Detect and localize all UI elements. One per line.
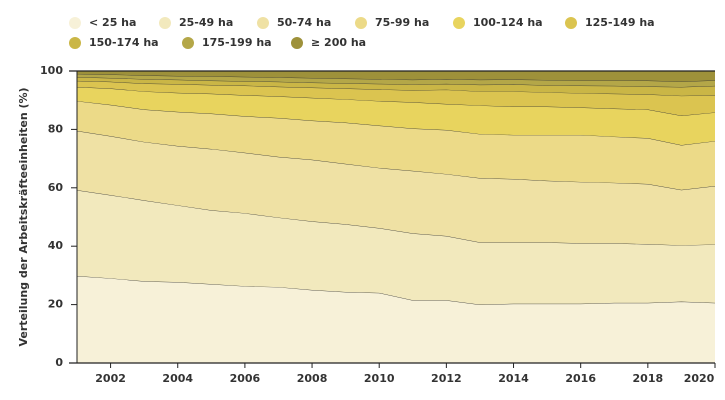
area (77, 190, 715, 305)
legend-swatch (453, 17, 465, 29)
x-tick-label: 2018 (633, 372, 664, 385)
legend-label: ≥ 200 ha (311, 36, 366, 49)
y-axis-label: Verteilung der Arbeitskräfteeinheiten (%… (17, 87, 30, 346)
area (77, 101, 715, 190)
x-tick-label: 2006 (230, 372, 261, 385)
legend-label: 175-199 ha (202, 36, 272, 49)
legend-label: 150-174 ha (89, 36, 159, 49)
y-tick-label: 80 (48, 122, 64, 135)
legend-swatch (69, 37, 81, 49)
x-tick-label: 2004 (162, 372, 193, 385)
x-tick-label: 2016 (565, 372, 596, 385)
legend-swatch (69, 17, 81, 29)
area (77, 87, 715, 146)
x-tick-label: 2014 (498, 372, 529, 385)
legend-swatch (291, 37, 303, 49)
area (77, 73, 715, 88)
y-tick-label: 40 (48, 239, 64, 252)
y-tick-label: 0 (55, 356, 63, 369)
area (77, 77, 715, 96)
y-tick-label: 100 (40, 64, 63, 77)
x-tick-label: 2008 (297, 372, 328, 385)
x-tick-label: 2010 (364, 372, 395, 385)
legend-swatch (355, 17, 367, 29)
legend-label: 25-49 ha (179, 16, 233, 29)
legend-label: 100-124 ha (473, 16, 543, 29)
x-tick-label: 2012 (431, 372, 462, 385)
legend-label: 75-99 ha (375, 16, 429, 29)
legend-label: 125-149 ha (585, 16, 655, 29)
legend-label: < 25 ha (89, 16, 136, 29)
legend-swatch (565, 17, 577, 29)
area (77, 80, 715, 116)
area (77, 71, 715, 82)
y-tick-label: 60 (48, 181, 64, 194)
legend-label: 50-74 ha (277, 16, 331, 29)
legend-swatch (159, 17, 171, 29)
y-tick-label: 20 (48, 298, 64, 311)
legend-swatch (182, 37, 194, 49)
x-tick-label: 2020 (684, 372, 715, 385)
area (77, 130, 715, 246)
legend-swatch (257, 17, 269, 29)
area (77, 275, 715, 363)
x-tick-label: 2002 (95, 372, 126, 385)
